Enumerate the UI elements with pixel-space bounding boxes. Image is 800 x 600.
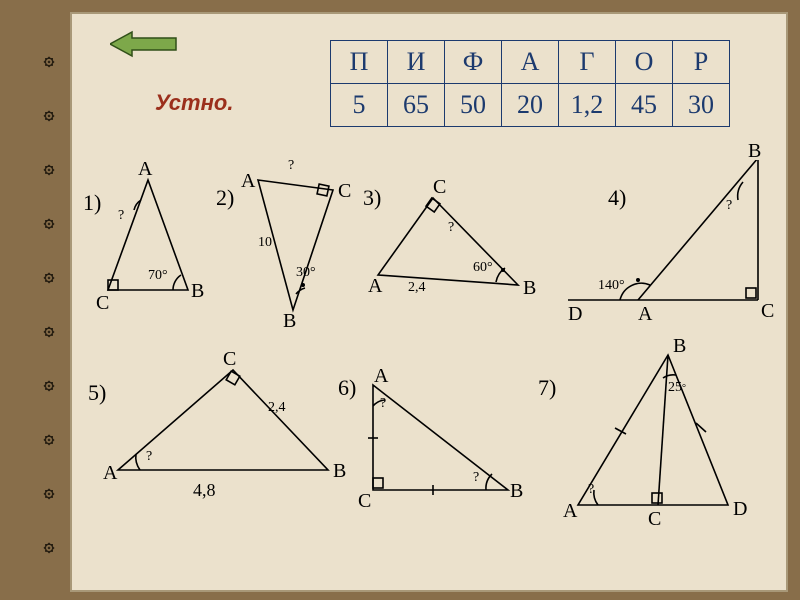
table-cell: Г: [559, 41, 616, 84]
vertex-label: C: [338, 180, 351, 203]
table-cell: 30: [673, 84, 730, 127]
vertex-label: B: [333, 460, 346, 483]
table-cell: П: [331, 41, 388, 84]
table-cell: Р: [673, 41, 730, 84]
unknown-label: ?: [118, 208, 124, 224]
problem-number: 4): [608, 185, 626, 211]
angle-value: 70: [148, 268, 162, 283]
angle-value: 60: [473, 260, 487, 275]
vertex-label: C: [96, 292, 109, 315]
vertex-label: A: [368, 275, 382, 298]
degree-icon: °: [682, 383, 686, 394]
unknown-label: ?: [473, 470, 479, 486]
slide-title: Устно.: [155, 90, 233, 116]
problem-number: 3): [363, 185, 381, 211]
vertex-label: B: [283, 310, 296, 333]
problem-number: 7): [538, 375, 556, 401]
problem-number: 1): [83, 190, 101, 216]
problem-number: 5): [88, 380, 106, 406]
problem-number: 2): [216, 185, 234, 211]
table-value-row: 5 65 50 20 1,2 45 30: [331, 84, 730, 127]
vertex-label: A: [138, 158, 152, 181]
table-cell: 1,2: [559, 84, 616, 127]
vertex-label: A: [638, 303, 652, 326]
table-cell: 5: [331, 84, 388, 127]
unknown-label: ?: [588, 482, 594, 498]
table-cell: 45: [616, 84, 673, 127]
answer-table: П И Ф А Г О Р 5 65 50 20 1,2 45 30: [330, 40, 730, 127]
vertex-label: B: [523, 277, 536, 300]
degree-icon: °: [162, 268, 168, 283]
side-length: 4,8: [193, 480, 216, 501]
back-arrow-icon[interactable]: [110, 30, 180, 63]
vertex-label: C: [358, 490, 371, 513]
table-cell: О: [616, 41, 673, 84]
vertex-label: C: [648, 508, 661, 531]
table-cell: 65: [388, 84, 445, 127]
geometry-area: 1) A B C ? 70° 2) A B C ? 10 30° 3) A B …: [78, 160, 778, 580]
vertex-label: C: [761, 300, 774, 323]
vertex-label: B: [510, 480, 523, 503]
table-cell: И: [388, 41, 445, 84]
side-length: 2,4: [408, 280, 426, 296]
angle-value: 30: [296, 265, 310, 280]
vertex-label: B: [748, 140, 761, 163]
unknown-label: ?: [380, 396, 386, 412]
degree-icon: °: [487, 260, 493, 275]
vertex-label: B: [191, 280, 204, 303]
unknown-label: ?: [146, 449, 152, 465]
unknown-label: ?: [288, 158, 294, 174]
vertex-label: C: [223, 348, 236, 371]
degree-icon: °: [310, 265, 316, 280]
spiral-binding: ۞۞۞۞۞ ۞۞۞۞۞: [38, 50, 60, 590]
table-cell: А: [502, 41, 559, 84]
vertex-label: B: [673, 335, 686, 358]
vertex-label: D: [568, 303, 582, 326]
side-length: 10: [258, 235, 272, 251]
table-cell: 50: [445, 84, 502, 127]
vertex-label: A: [563, 500, 577, 523]
angle-value: 25: [668, 380, 682, 395]
vertex-label: A: [103, 462, 117, 485]
vertex-label: A: [241, 170, 255, 193]
problem-number: 6): [338, 375, 356, 401]
angle-value: 140: [598, 278, 619, 293]
side-length: 2,4: [268, 400, 286, 416]
degree-icon: °: [619, 278, 625, 293]
vertex-label: A: [374, 365, 388, 388]
vertex-label: C: [433, 176, 446, 199]
table-header-row: П И Ф А Г О Р: [331, 41, 730, 84]
table-cell: Ф: [445, 41, 502, 84]
unknown-label: ?: [726, 198, 732, 214]
table-cell: 20: [502, 84, 559, 127]
geometry-svg: [78, 160, 778, 580]
vertex-label: D: [733, 498, 747, 521]
unknown-label: ?: [448, 220, 454, 236]
